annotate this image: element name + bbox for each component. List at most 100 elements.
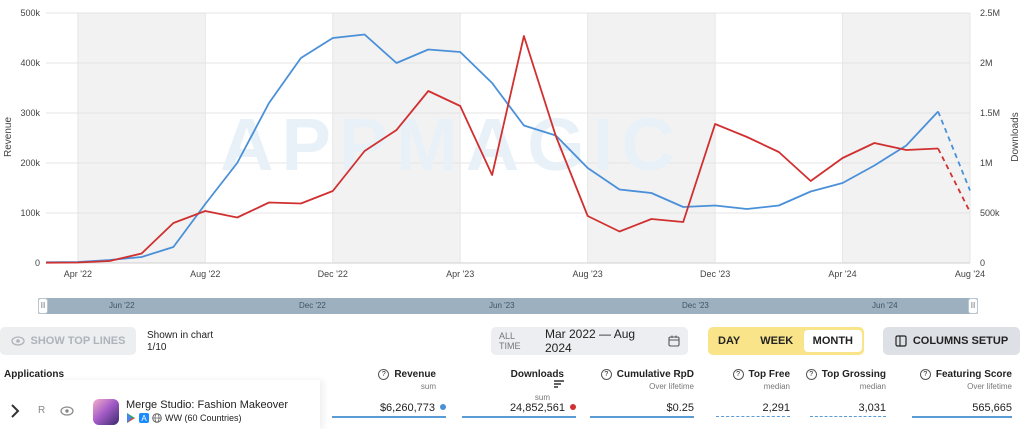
cell-revenue: $6,260,773 xyxy=(332,402,446,418)
app-region: WW (60 Countries) xyxy=(165,413,242,423)
all-time-label[interactable]: ALL TIME xyxy=(499,331,521,351)
col-sub: Over lifetime xyxy=(967,382,1012,391)
help-icon[interactable]: ? xyxy=(600,369,612,380)
period-week[interactable]: WEEK xyxy=(760,335,794,347)
col-cumulative-rpd[interactable]: ? Cumulative RpD Over lifetime xyxy=(594,369,694,391)
col-downloads[interactable]: Downloads sum xyxy=(500,369,564,402)
svg-text:A: A xyxy=(141,414,147,423)
revenue-line xyxy=(45,33,939,264)
downloads-line xyxy=(45,35,939,264)
period-toggle: DAY WEEK MONTH xyxy=(708,327,864,355)
slider-label: Dec '22 xyxy=(299,301,326,310)
period-month[interactable]: MONTH xyxy=(803,330,862,352)
shown-in-chart: Shown in chart 1/10 xyxy=(147,330,213,354)
cell-top-free: 2,291 xyxy=(716,402,790,417)
col-top-free[interactable]: ? Top Free median xyxy=(726,369,790,391)
downloads-series-dot xyxy=(570,404,576,410)
col-sub: sum xyxy=(534,393,550,402)
slider-label: Jun '22 xyxy=(109,301,135,310)
x-tick-label: Aug '22 xyxy=(190,269,220,279)
slider-left-handle[interactable]: II xyxy=(38,298,48,314)
chevron-right-icon[interactable] xyxy=(10,404,20,418)
x-tick-label: Aug '23 xyxy=(573,269,603,279)
right-tick-label: 0 xyxy=(980,258,985,268)
left-tick-label: 0 xyxy=(35,258,40,268)
cell-top-grossing: 3,031 xyxy=(810,402,886,417)
period-day[interactable]: DAY xyxy=(718,335,741,347)
cell-featuring-score: 565,665 xyxy=(912,402,1012,418)
cell-downloads: 24,852,561 xyxy=(462,402,576,418)
x-tick-label: Dec '22 xyxy=(318,269,348,279)
app-icon[interactable] xyxy=(93,399,119,425)
chart-background-bands xyxy=(77,13,970,263)
help-icon[interactable]: ? xyxy=(378,369,390,380)
columns-setup-button[interactable]: COLUMNS SETUP xyxy=(883,327,1020,355)
x-tick-label: Apr '23 xyxy=(446,269,474,279)
shaded-band xyxy=(332,13,461,263)
downloads-projected-line xyxy=(937,148,971,213)
left-axis-label: Revenue xyxy=(3,117,14,157)
x-axis-ticks: Apr '22 Aug '22 Dec '22 Apr '23 Aug '23 Dec '… xyxy=(64,269,985,279)
help-icon[interactable]: ? xyxy=(805,369,817,380)
col-title: Downloads xyxy=(510,369,564,380)
right-tick-label: 2M xyxy=(980,58,993,68)
col-title: Featuring Score xyxy=(935,369,1012,380)
right-tick-label: 500k xyxy=(980,208,1000,218)
shown-in-chart-count: 1/10 xyxy=(147,342,167,353)
applications-header: Applications xyxy=(4,369,65,380)
col-title: Revenue xyxy=(394,369,436,380)
slider-right-handle[interactable]: II xyxy=(968,298,978,314)
col-title: Top Grossing xyxy=(821,369,886,380)
globe-icon xyxy=(152,413,162,423)
x-tick-label: Apr '24 xyxy=(828,269,856,279)
left-tick-label: 500k xyxy=(20,8,40,18)
x-tick-label: Dec '23 xyxy=(700,269,730,279)
col-sub: sum xyxy=(420,382,436,391)
cell-rpd: $0.25 xyxy=(590,402,694,418)
downloads-value: 24,852,561 xyxy=(509,402,565,414)
calendar-icon xyxy=(668,335,680,347)
eye-icon[interactable] xyxy=(60,406,74,416)
col-sub: median xyxy=(763,382,790,391)
shaded-band xyxy=(842,13,970,263)
chart-series xyxy=(45,33,971,264)
help-icon[interactable]: ? xyxy=(732,369,744,380)
show-top-lines-label: SHOW TOP LINES xyxy=(30,335,126,347)
col-top-grossing[interactable]: ? Top Grossing median xyxy=(800,369,886,391)
google-play-icon xyxy=(127,413,135,423)
shaded-band xyxy=(77,13,206,263)
left-axis-ticks: 0 100k 200k 300k 400k 500k xyxy=(20,8,40,268)
left-tick-label: 300k xyxy=(20,108,40,118)
x-tick-label: Aug '24 xyxy=(955,269,985,279)
app-platforms: A WW (60 Countries) xyxy=(126,413,242,423)
shown-in-chart-label: Shown in chart xyxy=(147,330,214,341)
eye-icon xyxy=(10,336,25,346)
revenue-value: $6,260,773 xyxy=(379,402,435,414)
col-sub: Over lifetime xyxy=(649,382,694,391)
help-icon[interactable]: ? xyxy=(919,369,931,380)
app-store-icon: A xyxy=(139,413,149,423)
app-name[interactable]: Merge Studio: Fashion Makeover xyxy=(126,399,289,411)
slider-label: Jun '24 xyxy=(872,301,898,310)
col-sub: median xyxy=(859,382,886,391)
columns-setup-label: COLUMNS SETUP xyxy=(912,335,1009,347)
right-tick-label: 1M xyxy=(980,158,993,168)
col-featuring-score[interactable]: ? Featuring Score Over lifetime xyxy=(900,369,1012,391)
slider-label: Dec '23 xyxy=(682,301,709,310)
col-revenue[interactable]: ? Revenue sum xyxy=(370,369,436,391)
right-tick-label: 2.5M xyxy=(980,8,1000,18)
col-title: Top Free xyxy=(748,369,790,380)
date-range-value: Mar 2022 — Aug 2024 xyxy=(545,327,636,355)
date-range-slider[interactable]: Jun '22 Dec '22 Jun '23 Dec '23 Jun '24 … xyxy=(38,298,978,314)
date-range-picker[interactable]: ALL TIME Mar 2022 — Aug 2024 xyxy=(491,327,688,355)
revenue-downloads-chart: APPMAGIC 0 100k 200k 300k 400k 500k 0 500k 1M 1.… xyxy=(3,8,1021,279)
left-tick-label: 400k xyxy=(20,58,40,68)
show-top-lines-button[interactable]: SHOW TOP LINES xyxy=(0,327,136,355)
col-title: Cumulative RpD xyxy=(616,369,694,380)
columns-icon xyxy=(895,335,907,347)
left-tick-label: 200k xyxy=(20,158,40,168)
chart-gridlines xyxy=(46,12,971,264)
left-tick-label: 100k xyxy=(20,208,40,218)
right-tick-label: 1.5M xyxy=(980,108,1000,118)
sort-icon[interactable] xyxy=(554,380,564,388)
